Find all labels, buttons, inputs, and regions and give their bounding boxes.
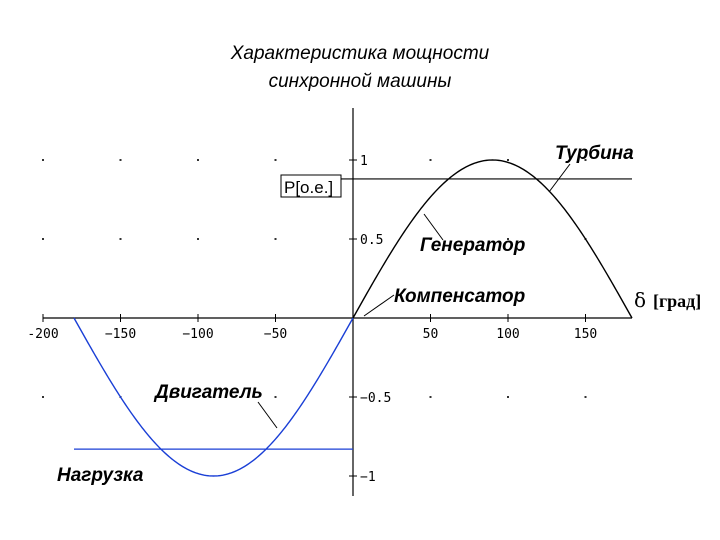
turbine-leader (548, 163, 571, 193)
grid-dot (507, 396, 509, 398)
y-tick-label: −0.5 (360, 391, 391, 406)
grid-dot (507, 159, 509, 161)
grid-dot (274, 238, 277, 240)
p-axis-label: P[o.e.] (284, 178, 333, 197)
compensator-leader (363, 294, 395, 317)
grid-dot (42, 159, 44, 161)
axes (43, 108, 632, 496)
grid-dot (507, 238, 509, 240)
grid-dot (274, 396, 277, 398)
tick-labels: -200 −150 −100 −50 50 100 150 1 0.5 −0.5 −1 (27, 154, 597, 485)
x-tick-label: 150 (574, 327, 597, 342)
motor-leader (257, 401, 278, 429)
data-lines (73, 159, 633, 477)
annotations: Турбина Генератор Компенсатор Двигатель … (57, 143, 701, 486)
grid-dot (197, 159, 199, 161)
grid-dot (274, 159, 277, 161)
load-label: Нагрузка (57, 465, 144, 486)
grid-dot (42, 238, 44, 240)
series-line-1 (352, 159, 633, 319)
grid-dot (429, 396, 432, 398)
grid-dot (584, 396, 587, 398)
x-tick-label: 50 (423, 327, 439, 342)
y-tick-label: 1 (360, 154, 368, 169)
grid-dot (119, 159, 122, 161)
grid-dot (429, 159, 432, 161)
y-tick-label: 0.5 (360, 233, 383, 248)
generator-leader (423, 213, 444, 241)
x-tick-label: 100 (496, 327, 519, 342)
grid-dot (584, 159, 587, 161)
compensator-label: Компенсатор (394, 286, 525, 307)
x-tick-label: -200 (27, 327, 58, 342)
grid-dot (429, 238, 432, 240)
chart-title: Характеристика мощности синхронной машин… (0, 40, 720, 96)
grid-dot (197, 396, 199, 398)
grid-dot (119, 238, 122, 240)
x-tick-label: −150 (105, 327, 136, 342)
grid-dot (197, 238, 199, 240)
delta-unit: [град] (653, 291, 701, 311)
motor-label: Двигатель (153, 382, 263, 403)
p-label-box (280, 174, 342, 198)
title-line-2: синхронной машины (268, 71, 452, 92)
x-tick-label: −50 (264, 327, 287, 342)
x-tick-label: −100 (182, 327, 213, 342)
grid-dot (42, 396, 44, 398)
turbine-label: Турбина (555, 143, 634, 164)
title-line-1: Характеристика мощности (230, 43, 490, 64)
series-line-0 (73, 317, 354, 477)
generator-label: Генератор (420, 235, 525, 256)
y-tick-label: −1 (360, 470, 376, 485)
delta-symbol: δ (634, 288, 646, 312)
